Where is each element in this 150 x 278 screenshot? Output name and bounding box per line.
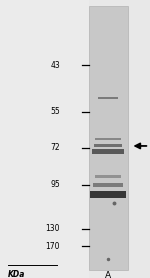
- Bar: [88, 6, 128, 270]
- Bar: [98, 96, 118, 99]
- Bar: [90, 191, 126, 198]
- Bar: [93, 183, 123, 187]
- Text: 43: 43: [50, 61, 60, 70]
- Bar: [94, 144, 122, 147]
- Text: 55: 55: [50, 107, 60, 116]
- Bar: [0, 0, 88, 278]
- Bar: [92, 149, 124, 154]
- Bar: [95, 138, 121, 140]
- Text: 72: 72: [50, 143, 60, 152]
- Text: A: A: [105, 271, 111, 278]
- Text: 95: 95: [50, 180, 60, 189]
- Text: KDa: KDa: [8, 270, 25, 278]
- Bar: [95, 175, 121, 178]
- Text: 130: 130: [45, 224, 60, 233]
- Text: 170: 170: [45, 242, 60, 250]
